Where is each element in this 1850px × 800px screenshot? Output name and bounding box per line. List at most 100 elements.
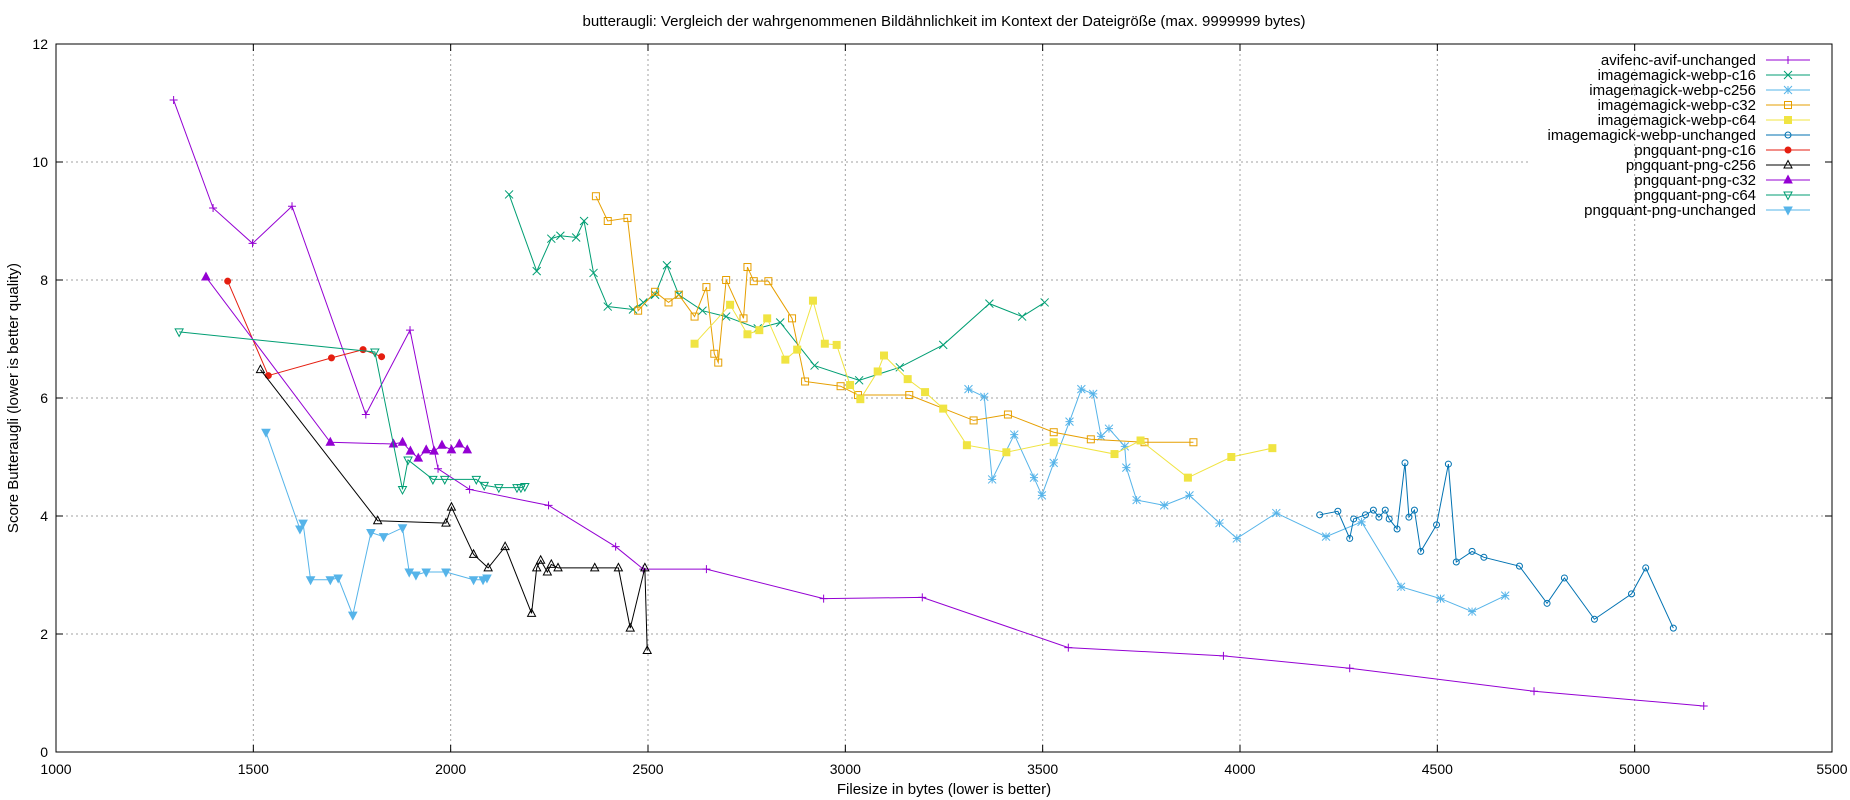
series-imagemagick-webp-unchanged (1316, 459, 1677, 632)
data-point (483, 562, 493, 572)
data-point (1530, 687, 1539, 696)
data-point (775, 318, 785, 327)
data-point (969, 416, 978, 425)
data-point (1065, 417, 1074, 426)
data-point (1219, 651, 1228, 660)
data-point (411, 571, 421, 581)
data-point (856, 395, 865, 404)
data-point (1040, 298, 1049, 307)
series-imagemagick-webp-c16 (504, 190, 1049, 385)
data-point (556, 231, 565, 241)
data-point (589, 562, 600, 572)
data-point (1064, 643, 1073, 652)
data-point (1669, 624, 1677, 632)
data-point (546, 558, 557, 568)
data-point (1334, 507, 1342, 515)
series-line (179, 331, 526, 490)
data-point (1346, 534, 1354, 542)
data-point (1183, 473, 1192, 482)
data-point (921, 388, 930, 397)
data-point (1433, 521, 1441, 529)
y-tick-label: 10 (32, 154, 48, 170)
data-point (1543, 599, 1551, 607)
data-point (987, 475, 997, 484)
data-point (603, 217, 612, 225)
data-point (261, 428, 271, 438)
series-pngquant-png-c16 (224, 277, 386, 380)
data-point (1121, 463, 1131, 472)
data-point (613, 562, 624, 572)
data-point (810, 361, 819, 370)
data-point (591, 192, 600, 201)
data-point (1096, 431, 1106, 441)
series-line (205, 276, 468, 459)
legend-entry: imagemagick-webp-unchanged (1548, 127, 1810, 144)
data-point (832, 340, 841, 349)
data-point (1189, 438, 1198, 447)
data-point (714, 358, 723, 367)
y-tick-label: 12 (32, 36, 48, 52)
data-point (854, 375, 864, 385)
data-point (493, 484, 504, 494)
data-point (544, 501, 553, 510)
data-point (298, 519, 308, 529)
legend-entry: pngquant-png-c256 (1626, 157, 1810, 174)
data-point (1268, 444, 1277, 453)
legend-marker (1783, 174, 1793, 184)
axis-ticks: 1000 1500 2000 2500 3000 3500 4000 4500 5000 5500… (32, 36, 1847, 777)
data-point (378, 353, 386, 361)
data-point (880, 351, 889, 360)
data-point (662, 260, 672, 270)
data-point (638, 298, 648, 307)
data-point (209, 204, 218, 213)
legend-label: imagemagick-webp-c64 (1598, 112, 1756, 129)
series-pngquant-png-unchanged (261, 428, 492, 621)
data-point (650, 290, 660, 300)
data-point (526, 607, 537, 617)
data-point (846, 381, 855, 390)
data-point (1316, 511, 1324, 519)
data-point (1049, 428, 1058, 437)
data-point (1401, 459, 1409, 467)
data-point (625, 622, 636, 632)
data-point (224, 277, 232, 285)
data-point (421, 444, 432, 454)
data-point (674, 290, 683, 299)
data-point (1375, 513, 1383, 521)
data-point (801, 377, 810, 386)
data-point (788, 314, 797, 323)
data-point (743, 263, 752, 272)
data-point (985, 299, 994, 308)
data-point (1345, 664, 1354, 673)
legend-marker (1783, 206, 1793, 216)
data-point (1642, 564, 1650, 572)
data-point (406, 326, 415, 335)
series-imagemagick-webp-c64 (690, 296, 1277, 482)
y-tick-label: 8 (40, 272, 48, 288)
legend-entry: pngquant-png-unchanged (1584, 202, 1810, 219)
data-point (305, 576, 316, 586)
series-line (227, 280, 382, 377)
y-tick-label: 4 (40, 508, 48, 524)
data-point (378, 533, 389, 543)
data-point (1232, 534, 1242, 543)
data-point (553, 562, 563, 572)
data-point (516, 484, 526, 494)
legend-marker (1783, 191, 1793, 201)
data-point (441, 568, 451, 578)
data-point (1405, 513, 1413, 521)
data-point (169, 96, 178, 105)
data-point (1500, 591, 1510, 601)
data-point (1321, 532, 1331, 542)
legend-entry: pngquant-png-c16 (1634, 142, 1810, 159)
data-point (1159, 501, 1169, 510)
data-point (702, 283, 711, 292)
x-tick-label: 1000 (40, 761, 71, 777)
data-point (404, 568, 415, 578)
data-point (642, 644, 653, 655)
data-point (1381, 506, 1389, 514)
data-point (255, 364, 266, 374)
data-point (520, 483, 530, 493)
data-point (1385, 515, 1393, 523)
